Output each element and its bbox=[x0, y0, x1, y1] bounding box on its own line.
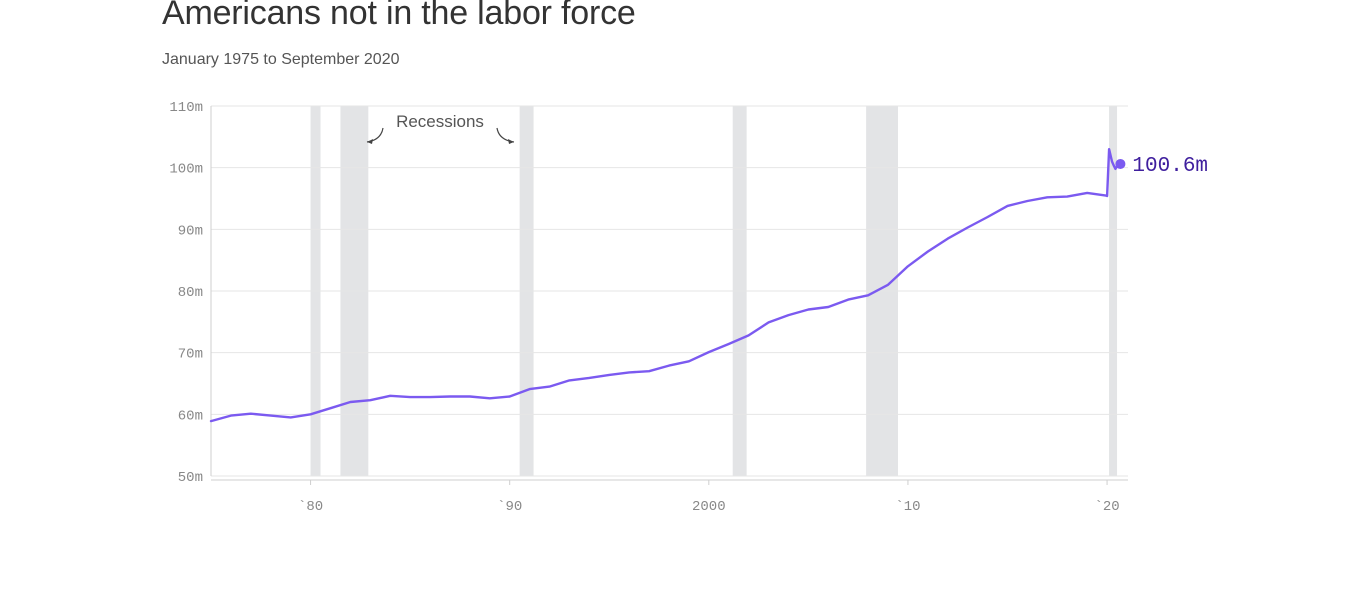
recession-arrowhead-right bbox=[508, 139, 514, 144]
recession-annotation: Recessions bbox=[366, 112, 515, 144]
x-tick-label: `20 bbox=[1094, 499, 1119, 515]
gridlines bbox=[211, 105, 1128, 477]
recession-arrow-right bbox=[496, 127, 515, 143]
x-tick-label: 2000 bbox=[692, 499, 726, 515]
chart-title: Americans not in the labor force bbox=[162, 0, 636, 32]
end-marker-group: 100.6m bbox=[1115, 155, 1208, 178]
y-tick-label: 90m bbox=[178, 223, 203, 239]
end-value-label: 100.6m bbox=[1132, 155, 1208, 178]
y-tick-label: 80m bbox=[178, 285, 203, 301]
chart-subtitle: January 1975 to September 2020 bbox=[162, 51, 400, 68]
x-tick-label: `90 bbox=[497, 499, 522, 515]
y-tick-label: 60m bbox=[178, 408, 203, 424]
x-tick-label: `80 bbox=[298, 499, 323, 515]
y-axis-ticks: 50m 60m 70m 80m 90m 100m 110m bbox=[169, 100, 203, 486]
recession-arrow-left bbox=[366, 127, 384, 143]
y-tick-label: 110m bbox=[169, 100, 203, 116]
series-line-1 bbox=[209, 147, 1122, 423]
x-axis-ticks: `80 `90 2000 `10 `20 bbox=[298, 480, 1120, 515]
series-layer bbox=[209, 147, 1122, 423]
recession-arrowhead-left bbox=[367, 139, 373, 144]
recession-label: Recessions bbox=[396, 112, 484, 131]
axes bbox=[210, 106, 1128, 481]
y-tick-label: 100m bbox=[169, 162, 203, 178]
end-point-marker bbox=[1115, 158, 1126, 169]
x-tick-label: `10 bbox=[895, 499, 920, 515]
y-tick-label: 50m bbox=[178, 470, 203, 486]
y-tick-label: 70m bbox=[178, 347, 203, 363]
